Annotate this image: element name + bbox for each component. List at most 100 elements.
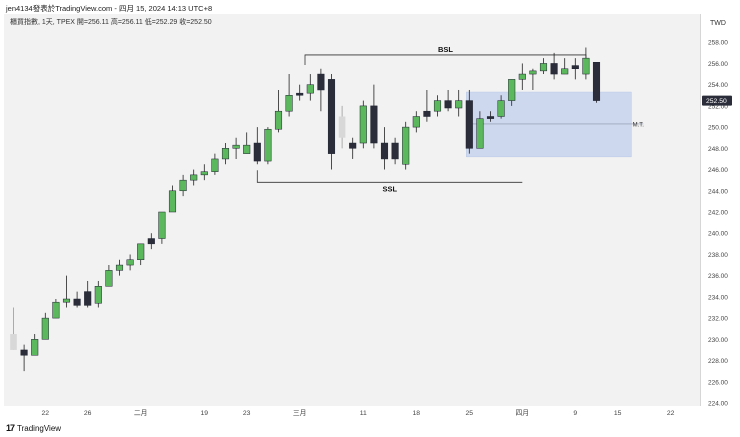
x-tick-label: 二月: [134, 409, 148, 417]
candle-body: [94, 286, 102, 304]
x-tick-label: 25: [466, 410, 474, 417]
y-tick-label: 254.00: [708, 82, 728, 89]
candle-body: [115, 264, 124, 271]
candle-body: [306, 84, 314, 94]
ssl-line: [256, 170, 523, 183]
candle-body: [391, 142, 399, 160]
x-tick-label: 19: [201, 410, 209, 417]
candle-body: [221, 148, 230, 160]
y-tick-label: 242.00: [708, 210, 728, 217]
y-tick-label: 250.00: [708, 125, 728, 132]
candle-body: [158, 211, 166, 239]
candle-body: [423, 110, 431, 117]
symbol-legend: 櫃買指數, 1天, TPEX 開=256.11 高=256.11 低=252.2…: [10, 19, 212, 26]
x-tick-label: 9: [573, 410, 577, 417]
candle-body: [402, 126, 410, 165]
candle-body: [433, 100, 442, 112]
candle-body: [476, 118, 484, 149]
candle-body: [359, 105, 367, 144]
candle-body: [370, 105, 378, 144]
candle-body: [253, 142, 261, 162]
last-price-tag: [702, 95, 732, 106]
candle-body: [508, 79, 516, 101]
y-tick-label: 240.00: [708, 231, 728, 238]
candle-body: [486, 116, 495, 119]
y-tick-label: 226.00: [708, 379, 728, 386]
candle-body: [317, 73, 325, 91]
y-tick-label: 252.00: [708, 103, 728, 110]
candle-body: [539, 63, 548, 72]
candle-body: [274, 110, 283, 130]
candle-body: [444, 100, 452, 109]
x-tick-label: 18: [413, 410, 421, 417]
candle-body: [465, 100, 473, 149]
candle-body: [52, 301, 60, 319]
candle-body: [582, 57, 590, 75]
candle-body: [190, 174, 198, 181]
x-tick-label: 23: [243, 410, 251, 417]
candle-body: [62, 298, 71, 303]
price-axis[interactable]: [700, 14, 740, 406]
candle-body: [137, 243, 145, 260]
candle-body: [41, 317, 49, 340]
y-tick-label: 230.00: [708, 337, 728, 344]
y-tick-label: 244.00: [708, 188, 728, 195]
tradingview-logo-icon: 17: [6, 423, 15, 433]
candle-body: [285, 95, 293, 112]
y-tick-label: 246.00: [708, 167, 728, 174]
x-tick-label: 四月: [516, 409, 530, 417]
candle-body: [232, 144, 240, 149]
candle-body: [105, 270, 113, 287]
ssl-label: SSL: [383, 184, 398, 193]
y-tick-label: 234.00: [708, 294, 728, 301]
plot-area[interactable]: [4, 14, 700, 406]
x-tick-label: 11: [360, 410, 367, 417]
y-tick-label: 256.00: [708, 61, 728, 68]
y-tick-label: 258.00: [708, 40, 728, 47]
candle-body: [20, 349, 28, 356]
candle-body: [10, 334, 17, 350]
candle-body: [571, 65, 579, 69]
bsl-label: BSL: [438, 45, 453, 54]
candle-body: [529, 70, 537, 75]
candle-body: [179, 179, 187, 192]
candle-body: [338, 116, 346, 138]
candle-body: [126, 259, 134, 266]
brand-name: TradingView: [17, 423, 62, 433]
y-tick-label: 228.00: [708, 358, 728, 365]
currency-label[interactable]: TWD: [710, 19, 726, 27]
candle-body: [147, 238, 155, 245]
x-tick-label: 22: [42, 410, 50, 417]
candle-body: [168, 190, 177, 213]
publish-header: jen4134發表於TradingView.com - 四月 15, 2024 …: [6, 4, 213, 13]
candle-body: [296, 92, 304, 96]
candle-body: [380, 142, 389, 160]
candle-body: [73, 298, 81, 306]
fvg-zone: [465, 91, 632, 158]
candle-body: [264, 128, 272, 162]
candle-body: [497, 100, 505, 117]
candle-body: [327, 79, 336, 154]
candle-body: [31, 339, 39, 356]
candle-body: [211, 158, 219, 172]
mt-label: M.T.: [633, 122, 645, 128]
last-price-value: 252.50: [706, 98, 727, 105]
candle-body: [84, 291, 92, 306]
x-tick-label: 15: [614, 410, 622, 417]
x-tick-label: 22: [667, 410, 675, 417]
y-tick-label: 224.00: [708, 401, 728, 408]
candle-body: [349, 142, 357, 149]
x-tick-label: 26: [84, 410, 92, 417]
candle-body: [518, 73, 526, 80]
candle-body: [243, 144, 251, 154]
candle-body: [592, 62, 601, 101]
y-tick-label: 238.00: [708, 252, 728, 259]
candle-body: [561, 68, 569, 75]
footer: 17 TradingView: [6, 423, 61, 433]
candle-body: [412, 116, 420, 128]
candle-body: [550, 63, 558, 75]
y-tick-label: 232.00: [708, 316, 728, 323]
x-tick-label: 三月: [293, 409, 307, 417]
